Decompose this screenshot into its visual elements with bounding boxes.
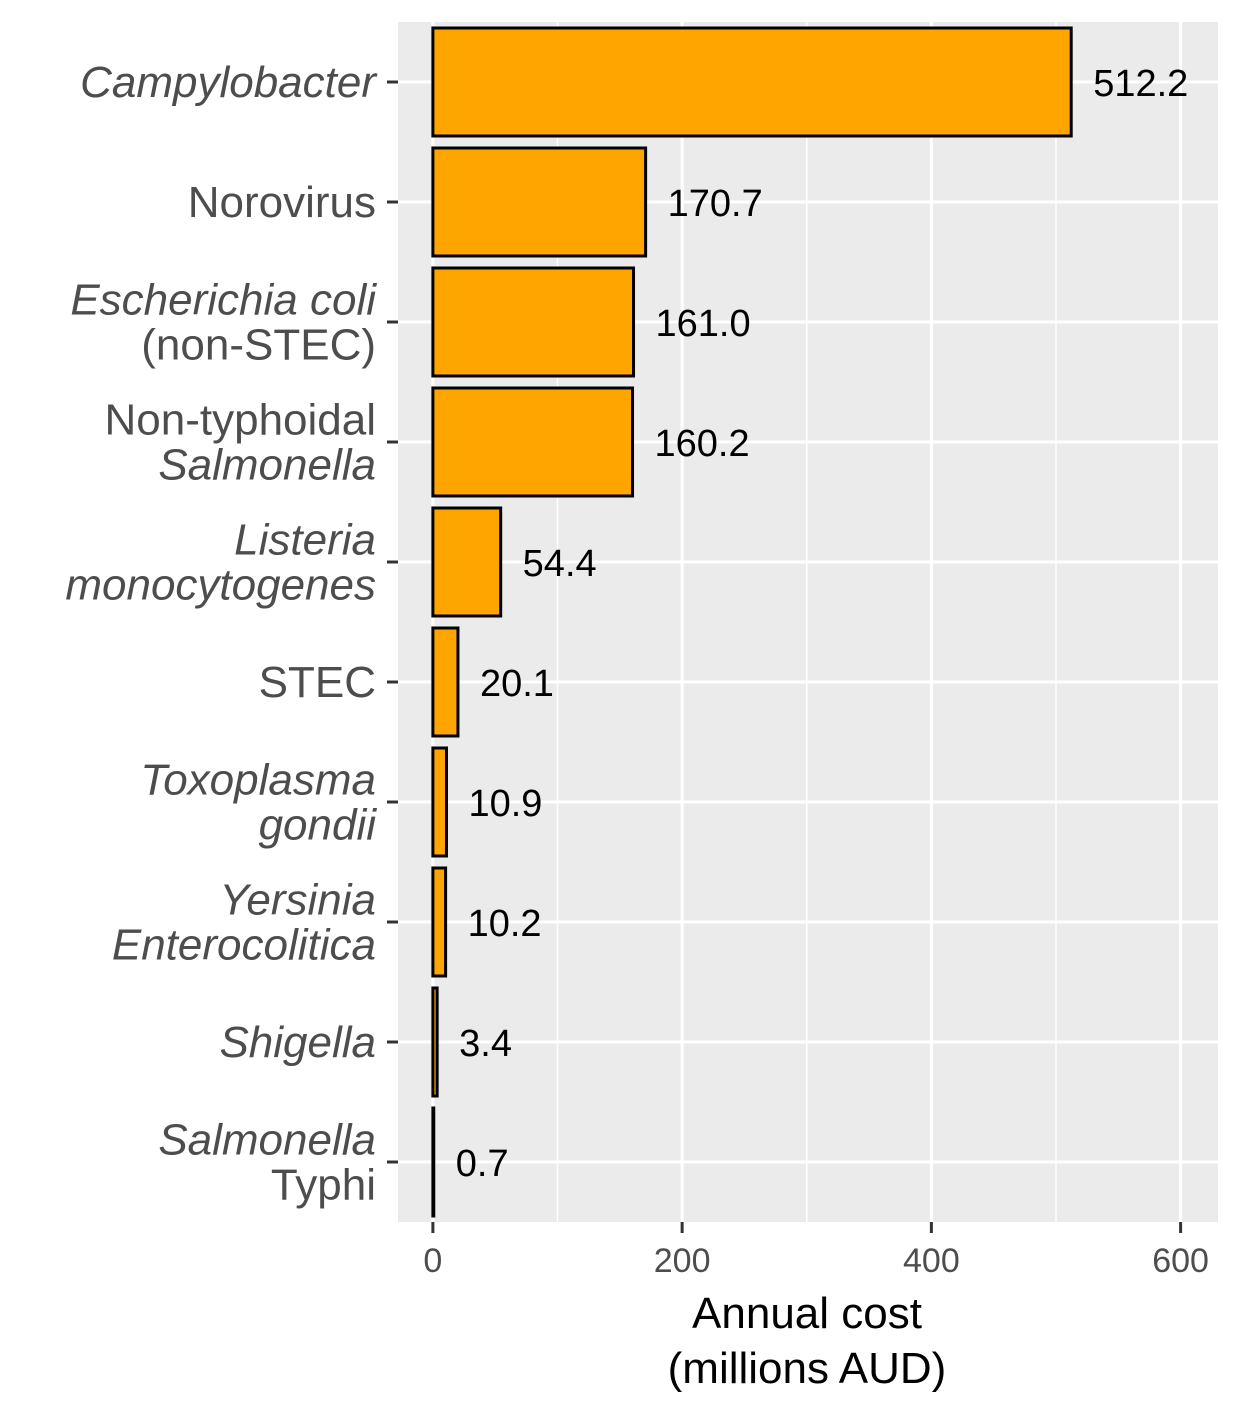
bar [431,26,1073,138]
value-label: 10.2 [468,903,542,945]
bar [431,626,460,738]
category-label: Toxoplasma [140,756,376,805]
category-label: Listeria [234,516,376,565]
x-tick-label: 600 [1152,1242,1209,1280]
category-label: Yersinia [219,876,376,925]
x-axis: 0 200 400 600 [423,1222,1209,1280]
category-label: Enterocolitica [112,921,376,970]
value-label: 512.2 [1093,63,1188,105]
value-label: 161.0 [656,303,751,345]
category-label: Shigella [219,1018,376,1067]
x-tick-label: 200 [654,1242,711,1280]
value-label: 10.9 [468,783,542,825]
value-label: 170.7 [668,183,763,225]
bars [431,26,1073,1218]
category-label: Campylobacter [80,58,378,107]
category-label: (non-STEC) [141,321,376,370]
bar [431,746,448,858]
category-label: Norovirus [188,178,376,227]
bar [431,146,648,258]
value-label: 160.2 [655,423,750,465]
bar [431,266,636,378]
category-label: STEC [259,658,376,707]
bar [431,1106,436,1218]
x-tick-label: 400 [903,1242,960,1280]
x-tick-label: 0 [423,1242,442,1280]
value-label: 54.4 [523,543,597,585]
category-label: monocytogenes [65,561,376,610]
value-label: 20.1 [480,663,554,705]
bar [431,506,503,618]
category-label: Salmonella [158,441,376,490]
y-axis: Campylobacter Norovirus Escherichia coli(n… [65,58,398,1210]
category-label: Escherichia coli [70,276,377,325]
bar [431,386,635,498]
value-label: 0.7 [456,1143,509,1185]
category-label: gondii [259,801,378,850]
bar [431,986,439,1098]
x-axis-title-line-2: (millions AUD) [668,1344,947,1393]
value-labels: 512.2 170.7 161.0 160.2 54.4 20.1 10.9 10.2 3.4 0… [456,63,1189,1185]
category-label: Salmonella [158,1116,376,1165]
category-label: Non-typhoidal [105,396,377,445]
category-label: Typhi [271,1161,376,1210]
value-label: 3.4 [459,1023,512,1065]
bar [431,866,448,978]
x-axis-title-line-1: Annual cost [692,1289,922,1338]
